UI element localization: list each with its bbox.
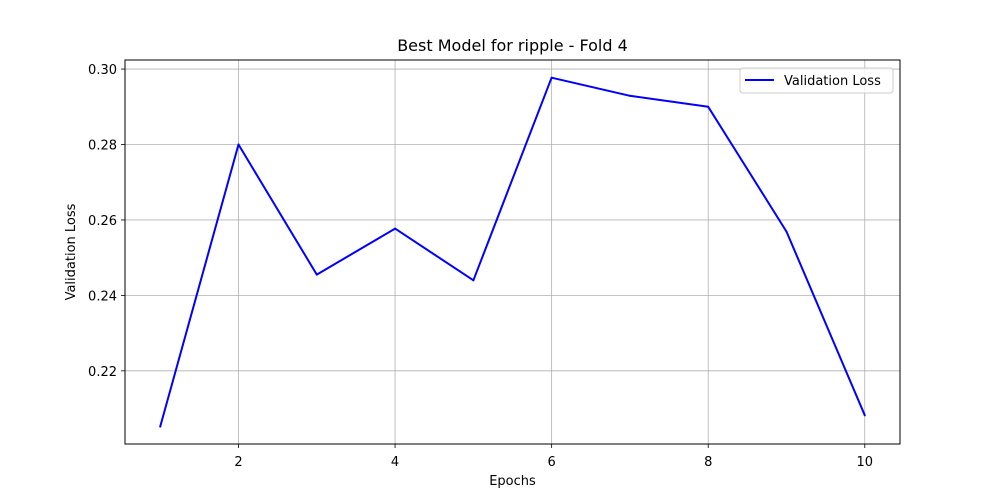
chart-title: Best Model for ripple - Fold 4 — [397, 36, 628, 55]
y-tick-label: 0.24 — [88, 289, 117, 304]
x-tick-label: 10 — [856, 455, 873, 470]
series-line-0 — [159, 76, 866, 427]
y-axis-label: Validation Loss — [64, 203, 79, 300]
legend-box — [739, 67, 894, 94]
data-point — [628, 94, 631, 97]
x-tick-label: 8 — [704, 455, 712, 470]
data-point — [550, 76, 553, 79]
x-tick-label: 6 — [548, 455, 556, 470]
data-point — [159, 425, 162, 428]
x-axis-label: Epochs — [489, 474, 536, 489]
data-point — [315, 273, 318, 276]
y-tick-label: 0.26 — [88, 214, 117, 229]
data-point — [394, 227, 397, 230]
data-point — [472, 279, 475, 282]
y-tick-label: 0.22 — [88, 365, 117, 380]
y-tick-label: 0.28 — [88, 138, 117, 153]
data-point — [785, 230, 788, 233]
x-tick-label: 4 — [391, 455, 399, 470]
data-point — [237, 143, 240, 146]
y-tick-label: 0.30 — [88, 63, 117, 78]
ticks: 2 4 6 8 10 0.22 0.24 0.26 0.28 0.30 — [88, 63, 873, 470]
data-point — [707, 105, 710, 108]
x-tick-label: 2 — [234, 455, 242, 470]
legend-label: Validation Loss — [784, 74, 881, 89]
data-point — [863, 414, 866, 417]
plot-frame — [124, 59, 901, 445]
legend: Validation Loss — [739, 67, 894, 94]
series-layer — [159, 76, 866, 428]
